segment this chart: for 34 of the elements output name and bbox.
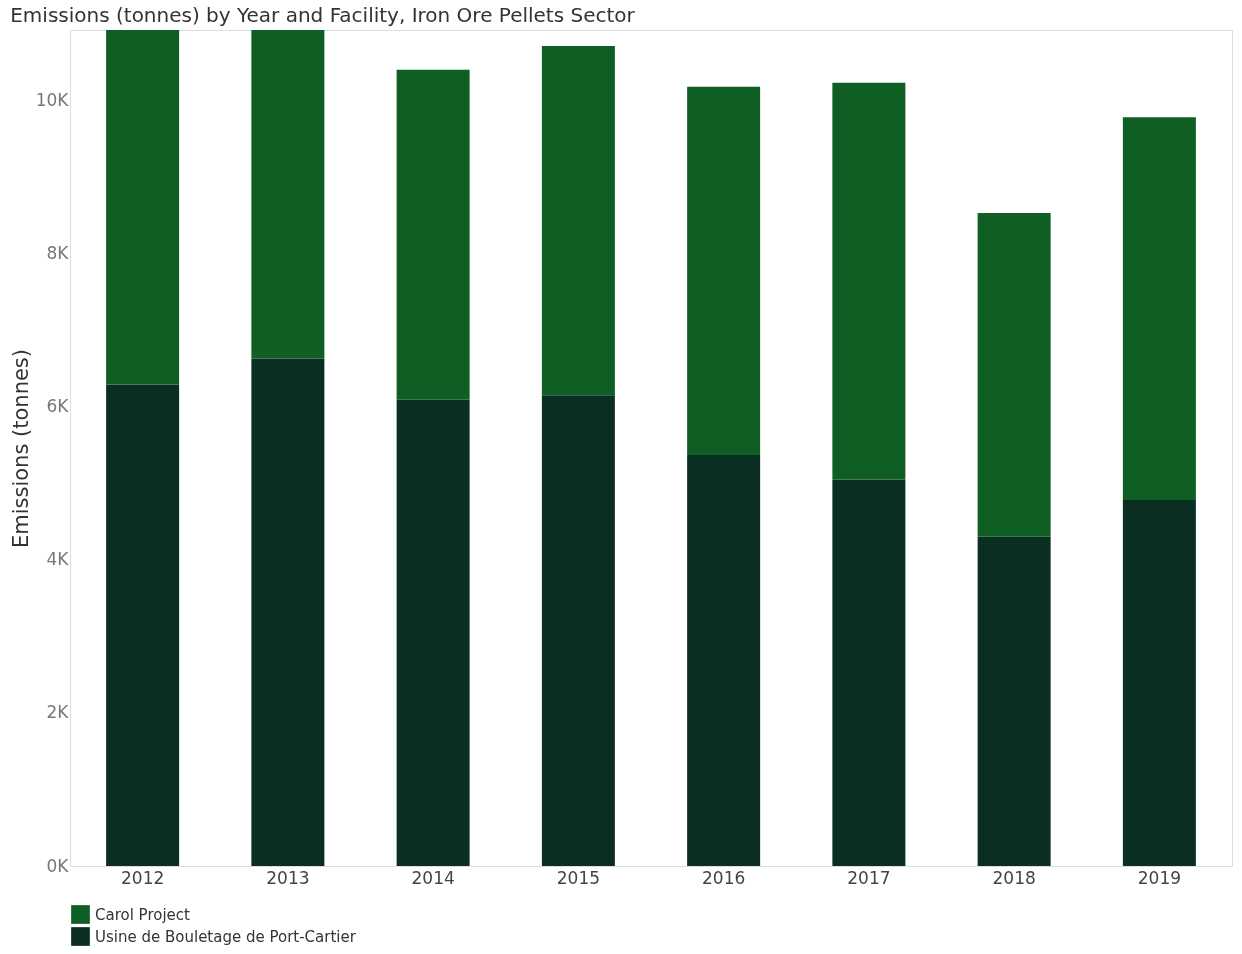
bar [396, 69, 470, 400]
bar [106, 384, 180, 866]
y-tick-label: 8K [46, 243, 70, 264]
y-tick-label: 6K [46, 396, 70, 417]
bar [687, 454, 761, 866]
bar [832, 82, 906, 480]
x-tick-label: 2017 [847, 867, 891, 888]
chart-title: Emissions (tonnes) by Year and Facility, Iron Ore Pellets Sector [10, 3, 636, 27]
bar [396, 399, 470, 866]
bar [251, 358, 325, 866]
legend-label: Usine de Bouletage de Port-Cartier [95, 927, 357, 946]
x-tick-label: 2014 [411, 867, 455, 888]
bar [541, 395, 615, 866]
legend-label: Carol Project [95, 905, 191, 924]
x-tick-label: 2013 [266, 867, 310, 888]
x-tick-label: 2016 [701, 867, 746, 888]
bar [1122, 500, 1196, 866]
bar [687, 86, 761, 455]
bar [977, 212, 1051, 537]
y-tick-label: 2K [46, 702, 70, 723]
bar [251, 30, 325, 359]
x-tick-label: 2018 [992, 867, 1036, 888]
bar [832, 479, 906, 866]
bar [106, 30, 180, 385]
x-tick-label: 2019 [1137, 867, 1182, 888]
y-tick-label: 4K [46, 549, 70, 570]
y-axis-title: Emissions (tonnes) [8, 349, 33, 548]
x-tick-label: 2012 [120, 867, 165, 888]
bar [1122, 117, 1196, 501]
bar [977, 536, 1051, 866]
y-tick-label: 10K [35, 89, 70, 110]
bar [541, 46, 615, 396]
y-tick-label: 0K [46, 855, 70, 876]
x-tick-label: 2015 [556, 867, 601, 888]
